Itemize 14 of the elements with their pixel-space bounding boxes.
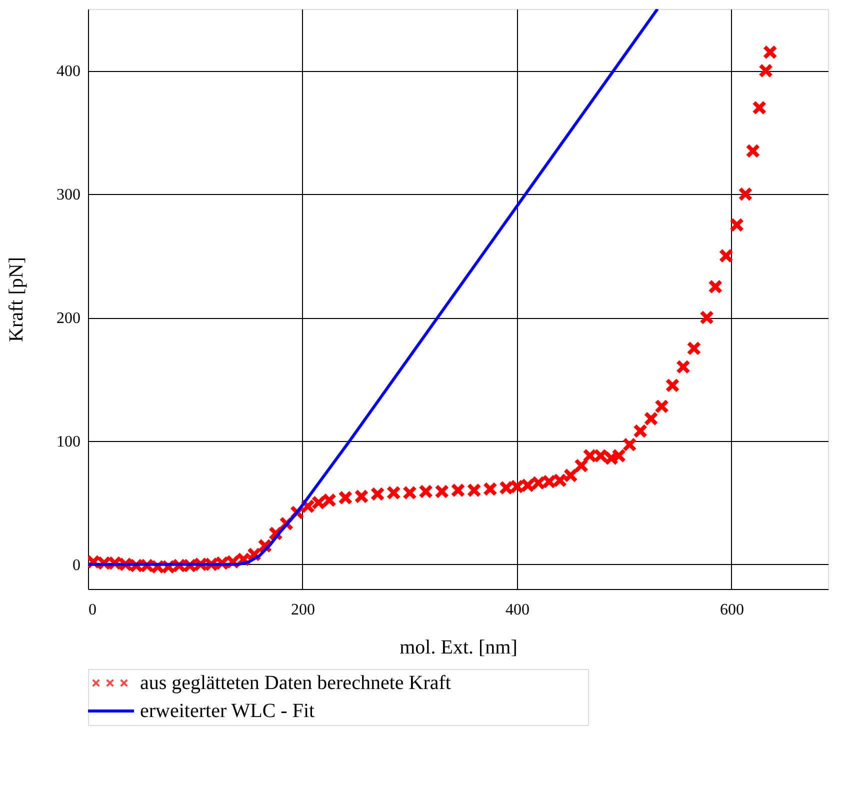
legend-label: aus geglätteten Daten berechnete Kraft [140,672,452,694]
x-tick-label: 400 [505,602,530,618]
x-tick-label: 0 [88,602,96,618]
legend-label: erweiterter WLC - Fit [140,700,316,722]
x-axis-title: mol. Ext. [nm] [400,636,518,658]
y-tick-label: 300 [56,186,80,204]
y-tick-label: 400 [56,63,80,80]
x-tick-label: 600 [720,602,744,618]
line-series [88,9,659,566]
y-axis-title: Kraft [pN] [6,257,28,342]
x-tick-label: 200 [290,602,315,618]
y-tick-label: 0 [72,556,80,574]
y-tick-label: 200 [56,310,80,328]
y-tick-label: 100 [56,433,80,450]
